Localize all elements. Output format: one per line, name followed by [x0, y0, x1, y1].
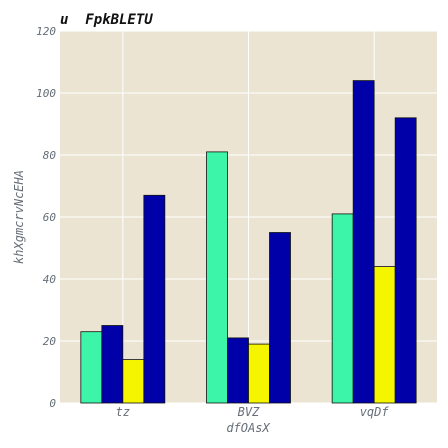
bar-tz-series-4 — [143, 194, 166, 404]
x-tick-labels: tz BVZ vqDf — [116, 405, 390, 419]
chart-title: u FpkBLETU — [60, 12, 153, 28]
y-axis-label: khXgmcrvNcEHA — [12, 170, 26, 264]
bar-vqDf-series-3 — [373, 266, 396, 404]
bar-BVZ-series-4 — [269, 232, 291, 404]
x-tick-label: vqDf — [360, 405, 390, 419]
bar-tz-series-2 — [101, 325, 124, 404]
bars — [80, 80, 417, 404]
x-tick-label: tz — [116, 405, 130, 419]
bar-vqDf-series-1 — [331, 213, 354, 404]
bar-vqDf-series-4 — [394, 117, 417, 404]
x-axis-label: dfOAsX — [226, 421, 270, 435]
y-tick-labels: 0 20 40 60 80 100 120 — [36, 25, 56, 410]
bar-tz-series-1 — [80, 331, 103, 404]
y-tick-label: 80 — [43, 149, 57, 162]
bar-BVZ-series-3 — [248, 343, 270, 404]
y-tick-label: 40 — [43, 273, 57, 286]
bar-tz-series-3 — [122, 359, 145, 404]
y-tick-label: 100 — [36, 87, 56, 100]
bar-vqDf-series-2 — [352, 80, 375, 404]
x-tick-label: BVZ — [238, 405, 260, 419]
bar-BVZ-series-1 — [206, 151, 228, 404]
y-tick-label: 60 — [43, 211, 57, 224]
bar-BVZ-series-2 — [227, 337, 249, 404]
y-tick-label: 20 — [43, 335, 57, 348]
y-tick-label: 0 — [49, 397, 56, 410]
y-tick-label: 120 — [36, 25, 56, 38]
